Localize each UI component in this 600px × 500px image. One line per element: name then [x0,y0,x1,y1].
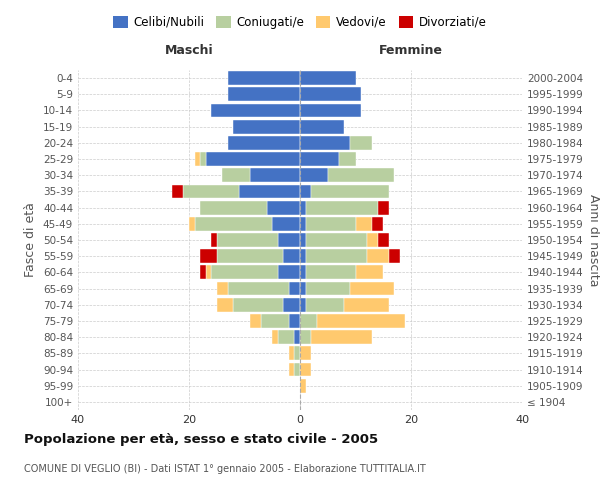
Y-axis label: Fasce di età: Fasce di età [25,202,37,278]
Bar [300,184,311,198]
Bar [311,330,372,344]
Bar [300,233,305,247]
Bar [228,136,300,149]
Bar [184,184,239,198]
Bar [300,314,317,328]
Bar [194,152,200,166]
Bar [372,217,383,230]
Bar [328,168,394,182]
Bar [211,104,300,118]
Bar [305,233,367,247]
Bar [206,152,300,166]
Bar [200,152,206,166]
Bar [317,314,406,328]
Bar [261,314,289,328]
Bar [389,250,400,263]
Bar [223,168,250,182]
Bar [378,200,389,214]
Bar [289,346,295,360]
Bar [300,136,350,149]
Legend: Celibi/Nubili, Coniugati/e, Vedovi/e, Divorziati/e: Celibi/Nubili, Coniugati/e, Vedovi/e, Di… [109,11,491,34]
Bar [278,233,300,247]
Bar [300,200,305,214]
Y-axis label: Anni di nascita: Anni di nascita [587,194,600,286]
Bar [350,282,394,296]
Bar [350,136,372,149]
Text: Maschi: Maschi [164,44,214,57]
Bar [217,282,228,296]
Bar [300,298,305,312]
Bar [228,88,300,101]
Bar [300,250,305,263]
Bar [300,266,305,280]
Bar [272,330,278,344]
Bar [272,217,300,230]
Bar [289,362,295,376]
Bar [217,298,233,312]
Bar [200,200,267,214]
Bar [289,314,300,328]
Bar [278,330,295,344]
Bar [367,233,378,247]
Bar [300,152,339,166]
Bar [305,250,367,263]
Bar [267,200,300,214]
Bar [211,233,217,247]
Bar [305,298,344,312]
Bar [295,346,300,360]
Bar [289,282,300,296]
Text: Femmine: Femmine [379,44,443,57]
Bar [194,217,272,230]
Bar [233,120,300,134]
Bar [300,379,305,392]
Bar [300,120,344,134]
Bar [367,250,389,263]
Bar [300,282,305,296]
Bar [300,104,361,118]
Bar [283,250,300,263]
Bar [228,71,300,85]
Bar [250,314,261,328]
Bar [283,298,300,312]
Bar [305,217,356,230]
Bar [189,217,194,230]
Bar [305,282,350,296]
Bar [378,233,389,247]
Bar [311,184,389,198]
Bar [228,282,289,296]
Bar [172,184,184,198]
Bar [305,200,378,214]
Bar [300,330,311,344]
Bar [200,266,206,280]
Bar [305,266,356,280]
Bar [295,330,300,344]
Bar [217,233,278,247]
Bar [250,168,300,182]
Text: COMUNE DI VEGLIO (BI) - Dati ISTAT 1° gennaio 2005 - Elaborazione TUTTITALIA.IT: COMUNE DI VEGLIO (BI) - Dati ISTAT 1° ge… [24,464,426,474]
Bar [339,152,356,166]
Bar [239,184,300,198]
Bar [300,362,311,376]
Bar [356,266,383,280]
Bar [200,250,217,263]
Bar [300,346,311,360]
Bar [233,298,283,312]
Bar [300,168,328,182]
Bar [206,266,211,280]
Bar [300,88,361,101]
Bar [278,266,300,280]
Bar [356,217,372,230]
Bar [300,217,305,230]
Bar [211,266,278,280]
Bar [344,298,389,312]
Bar [295,362,300,376]
Bar [300,71,356,85]
Bar [217,250,283,263]
Text: Popolazione per età, sesso e stato civile - 2005: Popolazione per età, sesso e stato civil… [24,432,378,446]
